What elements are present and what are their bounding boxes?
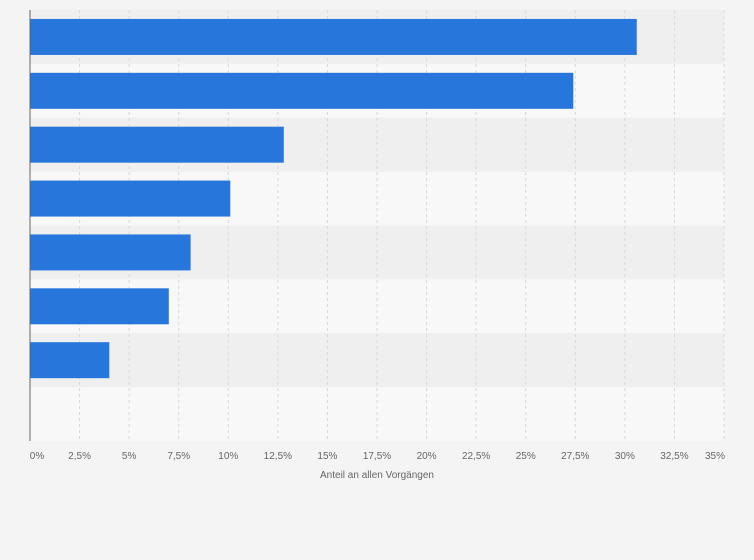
x-tick-labels: 0% 2,5% 5% 7,5% 10% 12,5% 15% 17,5% 20% 22,5% 25% 2… [30, 451, 725, 462]
x-tick-label: 22,5% [462, 451, 490, 462]
x-axis-title: Anteil an allen Vorgängen [320, 470, 434, 481]
x-tick-label: 32,5% [660, 451, 688, 462]
x-tick-label: 12,5% [264, 451, 292, 462]
bar[interactable] [30, 126, 284, 163]
bar[interactable] [30, 18, 637, 55]
x-tick-label: 0% [30, 451, 45, 462]
x-tick-label: 7,5% [167, 451, 190, 462]
x-tick-label: 27,5% [561, 451, 589, 462]
x-tick-label: 25% [516, 451, 536, 462]
x-tick-label: 5% [122, 451, 137, 462]
bar[interactable] [30, 288, 169, 325]
x-tick-label: 2,5% [68, 451, 91, 462]
bar[interactable] [30, 72, 574, 109]
bars [30, 18, 637, 379]
x-tick-label: 17,5% [363, 451, 391, 462]
bar[interactable] [30, 342, 110, 379]
x-tick-label: 35% [705, 451, 725, 462]
x-tick-label: 10% [218, 451, 238, 462]
x-tick-label: 30% [615, 451, 635, 462]
x-tick-label: 20% [417, 451, 437, 462]
bar[interactable] [30, 234, 191, 271]
x-tick-label: 15% [317, 451, 337, 462]
bar[interactable] [30, 180, 231, 217]
